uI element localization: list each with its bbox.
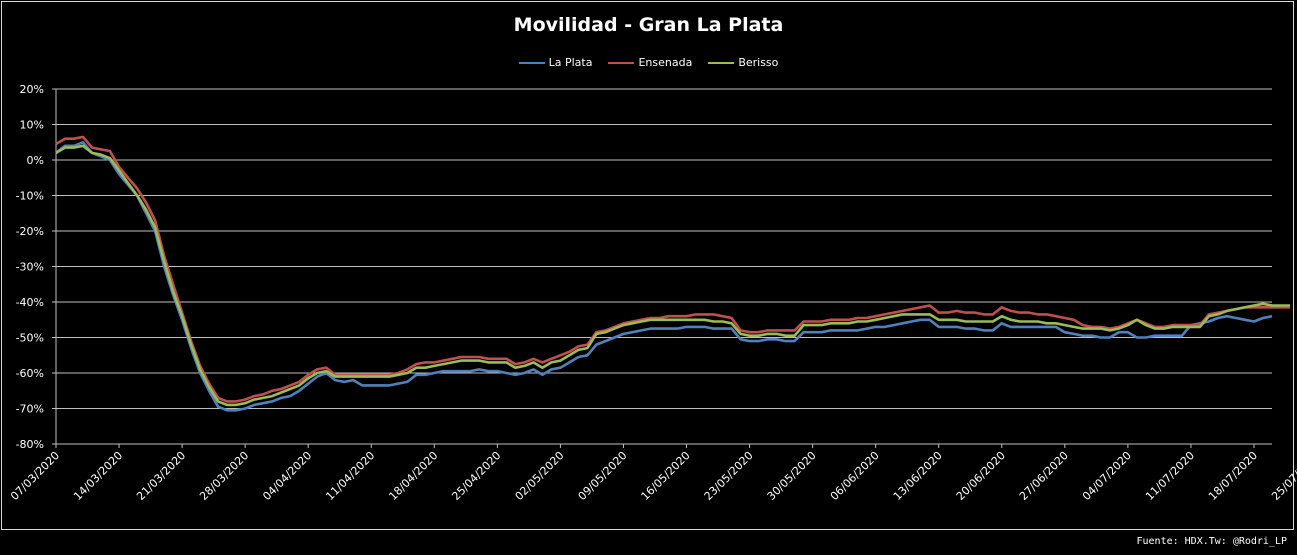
x-tick-labels: 07/03/2020 14/03/2020 21/03/2020 28/03/2020… <box>8 449 1297 503</box>
x-tick-label: 23/05/2020 <box>702 449 756 503</box>
series-lines <box>55 135 1290 412</box>
legend-label-berisso: Berisso <box>738 56 779 69</box>
x-tick-label: 25/07/2020 <box>1269 449 1297 503</box>
x-tick-label: 18/07/2020 <box>1206 449 1260 503</box>
gridlines <box>56 88 1272 409</box>
x-tick-label: 04/04/2020 <box>260 449 314 503</box>
x-tick-label: 09/05/2020 <box>576 449 630 503</box>
x-tick-label: 25/04/2020 <box>449 449 503 503</box>
chart-title: Movilidad - Gran La Plata <box>513 14 784 36</box>
series-line-berisso <box>55 144 1290 407</box>
legend-item-ensenada: Ensenada <box>608 56 692 69</box>
x-tick-label: 21/03/2020 <box>134 449 188 503</box>
legend-swatch-ensenada <box>608 61 635 64</box>
x-tick-label: 06/06/2020 <box>828 449 882 503</box>
y-tick-label: -10% <box>16 190 44 203</box>
series-line-ensenada <box>55 135 1290 403</box>
y-tick-label: -60% <box>16 367 44 380</box>
x-tick-label: 18/04/2020 <box>386 449 440 503</box>
x-tick-label: 04/07/2020 <box>1080 449 1134 503</box>
legend-label-ensenada: Ensenada <box>638 56 693 69</box>
x-tick-label: 07/03/2020 <box>8 449 62 503</box>
x-tick-label: 28/03/2020 <box>197 449 251 503</box>
x-tick-label: 13/06/2020 <box>891 449 945 503</box>
legend-label-la-plata: La Plata <box>548 56 593 69</box>
legend: La Plata Ensenada Berisso <box>0 56 1297 69</box>
y-tick-label: 0% <box>27 154 44 167</box>
series-line-la-plata <box>55 141 1273 412</box>
legend-item-la-plata: La Plata <box>518 56 593 69</box>
y-tick-label: -30% <box>16 261 44 274</box>
y-tick-label: -70% <box>16 403 44 416</box>
y-tick-label: -50% <box>16 332 44 345</box>
y-tick-label: -20% <box>16 225 44 238</box>
legend-swatch-berisso <box>708 61 735 64</box>
x-tick-label: 20/06/2020 <box>954 449 1008 503</box>
y-tick-label: -40% <box>16 296 44 309</box>
source-credit: Fuente: HDX.Tw: @Rodri_LP <box>1136 536 1287 547</box>
chart-border <box>1 1 1294 530</box>
x-tick-label: 16/05/2020 <box>639 449 693 503</box>
x-tick-label: 30/05/2020 <box>765 449 819 503</box>
legend-item-berisso: Berisso <box>708 56 778 69</box>
y-tick-label: 20% <box>20 83 44 96</box>
axes <box>52 88 1272 448</box>
x-tick-label: 02/05/2020 <box>513 449 567 503</box>
y-tick-label: 10% <box>20 119 44 132</box>
x-tick-label: 27/06/2020 <box>1017 449 1071 503</box>
x-tick-label: 14/03/2020 <box>71 449 125 503</box>
x-tick-label: 11/07/2020 <box>1143 449 1197 503</box>
legend-swatch-la-plata <box>518 61 545 64</box>
y-tick-labels: 20% 10% 0% -10% -20% -30% -40% -50% -60% -70% -80% <box>16 83 44 451</box>
y-tick-label: -80% <box>16 438 44 451</box>
x-tick-label: 11/04/2020 <box>323 449 377 503</box>
